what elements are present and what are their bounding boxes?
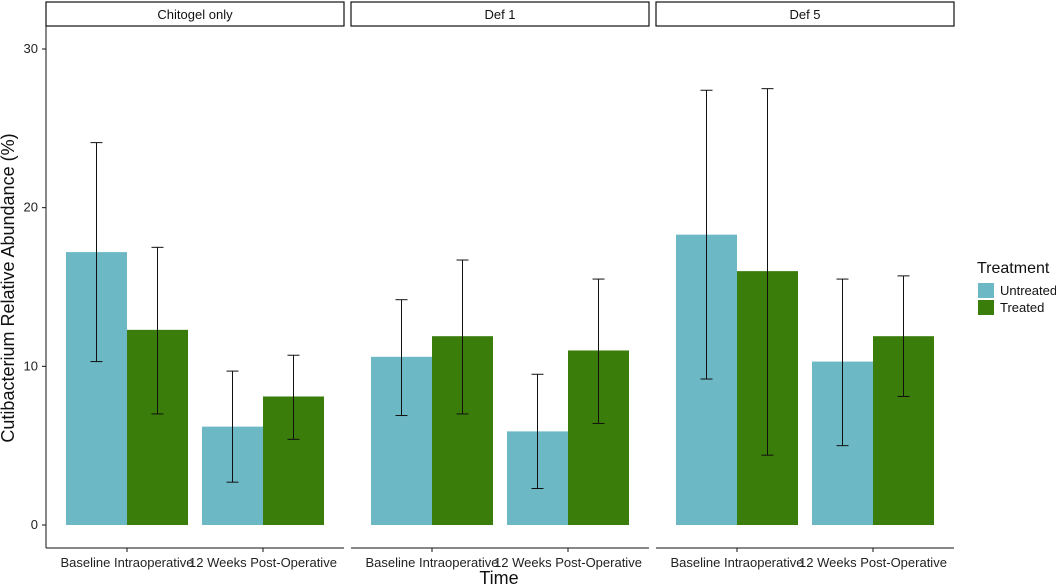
legend-label-untreated: Untreated: [1000, 283, 1056, 298]
legend-swatch-untreated: [978, 283, 994, 298]
x-tick-label-1-1: 12 Weeks Post-Operative: [494, 555, 642, 570]
y-tick-label-0: 0: [31, 517, 38, 532]
x-tick-label-0-0: Baseline Intraoperative: [61, 555, 194, 570]
y-tick-label-2: 20: [24, 200, 38, 215]
panels: 0 10 20 30 Chitogel only Baseline Intraoperat…: [24, 1, 955, 570]
panel-strip-2: [655, 1, 955, 27]
panel-strip-label-1: Def 1: [484, 7, 515, 22]
x-tick-label-0-1: 12 Weeks Post-Operative: [189, 555, 337, 570]
legend: Treatment Untreated Treated: [977, 260, 1056, 315]
x-tick-label-1-0: Baseline Intraoperative: [366, 555, 499, 570]
x-tick-label-2-1: 12 Weeks Post-Operative: [799, 555, 947, 570]
panel-strip-label-2: Def 5: [789, 7, 820, 22]
panel-strip-0: [45, 1, 345, 27]
panel-strip-label-0: Chitogel only: [157, 7, 233, 22]
panel-strip-1: [350, 1, 650, 27]
y-tick-label-1: 10: [24, 358, 38, 373]
x-axis-title: Time: [479, 568, 518, 588]
y-tick-label-3: 30: [24, 41, 38, 56]
x-tick-label-2-0: Baseline Intraoperative: [671, 555, 804, 570]
legend-title: Treatment: [977, 260, 1050, 277]
legend-swatch-treated: [978, 300, 994, 315]
legend-label-treated: Treated: [1000, 300, 1044, 315]
y-axis-title: Cutibacterium Relative Abundance (%): [0, 133, 18, 442]
